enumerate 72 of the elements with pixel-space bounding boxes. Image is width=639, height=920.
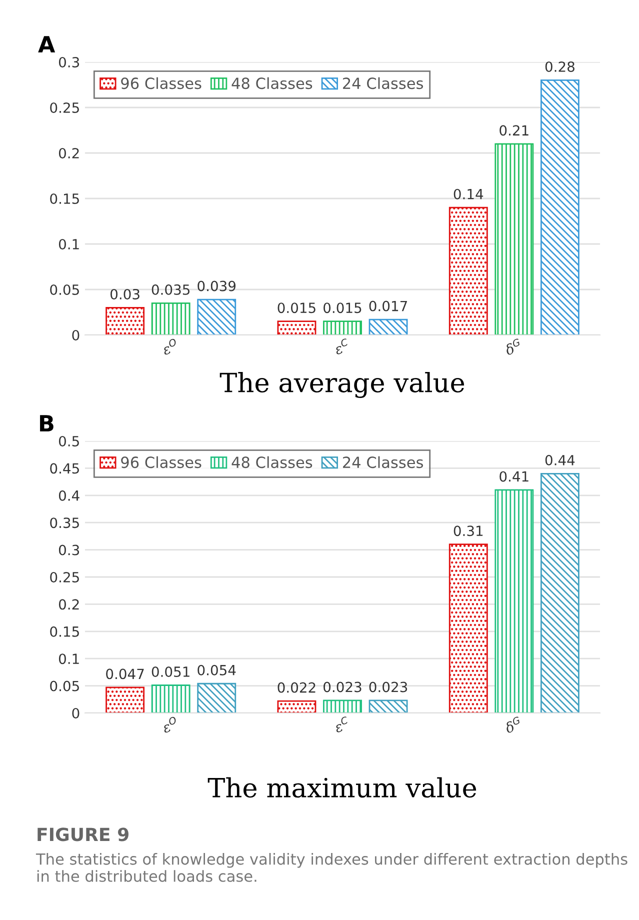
bar: [106, 686, 145, 713]
data-label: 0.28: [545, 61, 574, 72]
bar: [448, 544, 488, 713]
y-tick-label: 0.35: [50, 518, 79, 528]
y-tick-label: 0.4: [58, 490, 80, 501]
y-tick-label: 0.15: [50, 193, 79, 204]
data-label: 0.022: [278, 682, 316, 693]
data-label: 0.015: [324, 302, 362, 314]
data-label: 0.41: [500, 471, 528, 482]
y-tick-label: 0.3: [58, 544, 80, 556]
data-label: 0.051: [152, 666, 190, 678]
y-tick-label: 0.45: [50, 463, 79, 474]
y-tick-label: 0.5: [58, 436, 79, 446]
data-label: 0.21: [500, 125, 528, 136]
bar: [494, 143, 534, 335]
x-tick-label: ε$^{O}$: [160, 716, 179, 734]
x-tick-label: δ$^{G}$: [504, 338, 522, 356]
bar: [106, 307, 145, 335]
data-label: 0.44: [545, 454, 575, 466]
bar: [197, 682, 236, 713]
y-tick-label: 0: [72, 708, 80, 718]
data-label: 0.31: [454, 526, 483, 536]
x-axis-title: The maximum value: [208, 777, 476, 798]
bar: [540, 472, 580, 713]
text: The statistics of knowledge validity indexes under different extraction depths in the distributed loads case.: [36, 853, 628, 882]
bar: [277, 700, 316, 713]
x-tick-label: ε$^{C}$: [332, 716, 350, 733]
y-tick-label: 0.15: [50, 626, 79, 637]
y-tick-label: 0.1: [58, 654, 79, 664]
bar: [323, 700, 362, 713]
bar: [368, 700, 408, 713]
bar: [277, 320, 316, 335]
bar: [151, 302, 190, 335]
y-tick-label: 0.05: [50, 680, 79, 692]
y-tick-label: 0.2: [58, 599, 79, 610]
x-axis-title: The average value: [220, 372, 464, 398]
y-tick-label: 0.3: [58, 56, 80, 68]
x-tick-label: ε$^{O}$: [160, 338, 179, 356]
y-tick-label: 0.25: [50, 102, 79, 113]
legend-label: 24 Classes: [343, 77, 423, 90]
bar: [151, 684, 190, 713]
y-tick-label: 0.2: [58, 148, 79, 158]
data-label: 0.035: [152, 284, 190, 295]
bar: [197, 298, 236, 335]
data-label: 0.039: [198, 280, 236, 292]
data-label: 0.14: [454, 188, 484, 200]
bar: [494, 489, 534, 713]
bar: [323, 320, 362, 335]
data-label: 0.023: [324, 682, 362, 692]
data-label: 0.03: [110, 288, 140, 300]
legend-label: 96 Classes: [121, 77, 202, 90]
data-label: 0.023: [369, 682, 408, 692]
data-label: 0.054: [198, 664, 236, 676]
data-label: 0.047: [106, 668, 144, 680]
data-label: 0.017: [369, 300, 407, 312]
y-tick-label: 0.05: [50, 284, 79, 295]
bar: [540, 80, 580, 335]
x-tick-label: ε$^{C}$: [332, 338, 350, 355]
legend-label: 48 Classes: [232, 77, 312, 90]
chart-title: B: [40, 415, 54, 432]
bar: [368, 318, 408, 335]
legend-label: 24 Classes: [343, 456, 423, 468]
y-tick-label: 0.1: [58, 238, 79, 250]
caption: FIGURE 9: [38, 828, 128, 842]
x-tick-label: δ$^{G}$: [504, 716, 522, 734]
y-tick-label: 0: [72, 330, 80, 340]
legend-label: 48 Classes: [232, 456, 312, 468]
y-tick-label: 0.25: [50, 572, 79, 582]
legend-label: 96 Classes: [121, 456, 202, 468]
data-label: 0.015: [278, 302, 316, 314]
bar: [448, 206, 488, 335]
chart-title: A: [38, 36, 56, 52]
